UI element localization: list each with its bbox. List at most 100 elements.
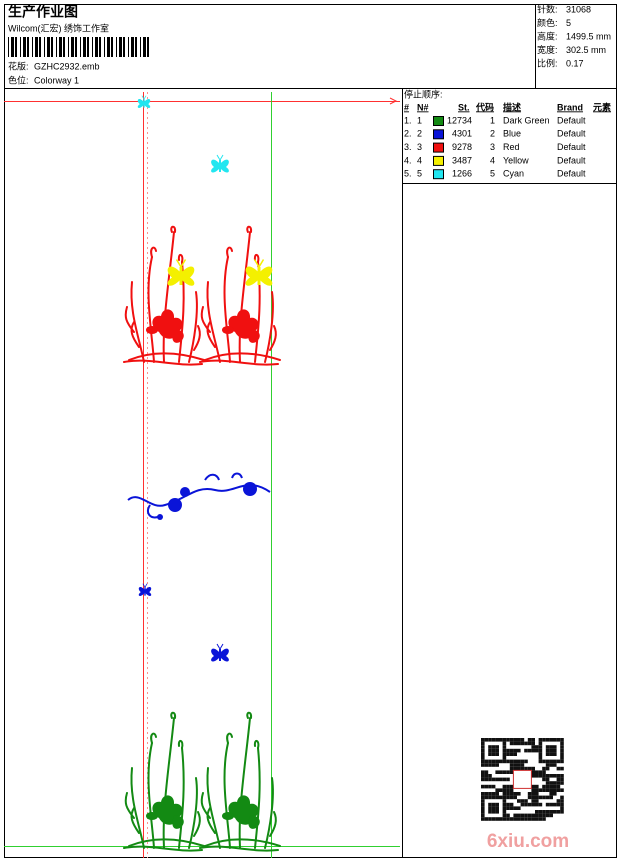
qr-cell xyxy=(495,770,499,774)
page-border xyxy=(4,4,617,858)
qr-cell xyxy=(538,774,543,778)
qr-cell xyxy=(531,788,535,792)
qr-cell xyxy=(527,802,532,807)
qr-cell xyxy=(531,745,535,749)
qr-cell xyxy=(488,774,492,778)
qr-cell xyxy=(491,752,496,756)
qr-cell xyxy=(524,741,528,746)
column-header: N# xyxy=(417,102,429,112)
qr-cell xyxy=(509,795,514,800)
column-header: 元素 xyxy=(593,101,611,112)
bar xyxy=(15,37,17,57)
qr-cell xyxy=(502,770,507,774)
qr-cell xyxy=(560,810,564,814)
qr-cell xyxy=(531,817,535,821)
column-header: Brand xyxy=(557,102,583,112)
row-code: 3 xyxy=(490,142,495,152)
qr-cell xyxy=(491,759,496,764)
blue-motif xyxy=(210,643,230,663)
row-stitches: 12734 xyxy=(447,115,472,125)
qr-cell xyxy=(495,788,499,792)
bar xyxy=(8,37,9,57)
qr-cell xyxy=(542,784,546,789)
qr-cell xyxy=(495,752,499,756)
qr-cell xyxy=(481,756,485,760)
color-swatch xyxy=(433,155,444,166)
qr-cell xyxy=(560,795,564,800)
qr-cell xyxy=(545,795,550,800)
qr-cell xyxy=(535,792,539,796)
qr-cell xyxy=(553,748,557,753)
qr-cell xyxy=(495,806,499,810)
qr-cell xyxy=(513,738,517,742)
qr-cell xyxy=(549,752,553,756)
qr-cell xyxy=(517,738,521,742)
qr-cell xyxy=(542,795,546,800)
qr-cell xyxy=(481,741,485,746)
qr-cell xyxy=(560,781,564,785)
qr-cell xyxy=(549,738,553,742)
qr-cell xyxy=(491,802,496,807)
qr-cell xyxy=(527,741,532,746)
qr-cell xyxy=(495,745,499,749)
qr-cell xyxy=(484,795,489,800)
qr-cell xyxy=(560,788,564,792)
qr-cell xyxy=(513,759,517,764)
qr-cell xyxy=(538,748,543,753)
qr-cell xyxy=(520,799,525,803)
qr-cell xyxy=(484,763,489,767)
qr-cell xyxy=(553,738,557,742)
qr-cell xyxy=(535,748,539,753)
bar xyxy=(51,37,53,57)
qr-cell xyxy=(549,784,553,789)
qr-cell xyxy=(527,813,532,818)
row-stop: 5 xyxy=(417,169,422,179)
qr-cell xyxy=(549,813,553,818)
qr-cell xyxy=(491,795,496,800)
qr-cell xyxy=(527,817,532,821)
qr-cell xyxy=(499,817,503,821)
qr-cell xyxy=(509,752,514,756)
bar xyxy=(80,37,81,57)
qr-cell xyxy=(538,817,543,821)
table-title: 停止顺序: xyxy=(404,88,443,99)
qr-cell xyxy=(545,766,550,771)
qr-cell xyxy=(495,777,499,782)
row-brand: Default xyxy=(557,155,586,165)
qr-cell xyxy=(545,774,550,778)
bar xyxy=(32,37,33,57)
qr-cell xyxy=(488,792,492,796)
qr-cell xyxy=(491,763,496,767)
bar xyxy=(135,37,137,57)
qr-cell xyxy=(549,745,553,749)
qr-cell xyxy=(556,774,561,778)
qr-cell xyxy=(531,766,535,771)
yellow-flower xyxy=(166,258,196,287)
qr-cell xyxy=(484,774,489,778)
qr-cell xyxy=(506,817,510,821)
qr-cell xyxy=(502,802,507,807)
qr-cell xyxy=(542,774,546,778)
qr-cell xyxy=(506,802,510,807)
bar xyxy=(107,37,110,57)
qr-cell xyxy=(538,810,543,814)
colorway-label: 色位: xyxy=(8,74,29,85)
bar xyxy=(123,37,125,57)
qr-cell xyxy=(560,774,564,778)
stat-value: 302.5 mm xyxy=(566,45,606,55)
qr-cell xyxy=(542,817,546,821)
qr-cell xyxy=(484,792,489,796)
row-index: 4. xyxy=(404,155,412,165)
qr-cell xyxy=(502,745,507,749)
bar xyxy=(68,37,69,57)
qr-cell xyxy=(506,795,510,800)
qr-cell xyxy=(499,777,503,782)
qr-cell xyxy=(520,813,525,818)
bar xyxy=(39,37,41,57)
qr-cell xyxy=(499,795,503,800)
qr-cell xyxy=(560,806,564,810)
qr-cell xyxy=(524,766,528,771)
column-header: # xyxy=(404,102,409,112)
qr-cell xyxy=(538,795,543,800)
qr-cell xyxy=(542,738,546,742)
